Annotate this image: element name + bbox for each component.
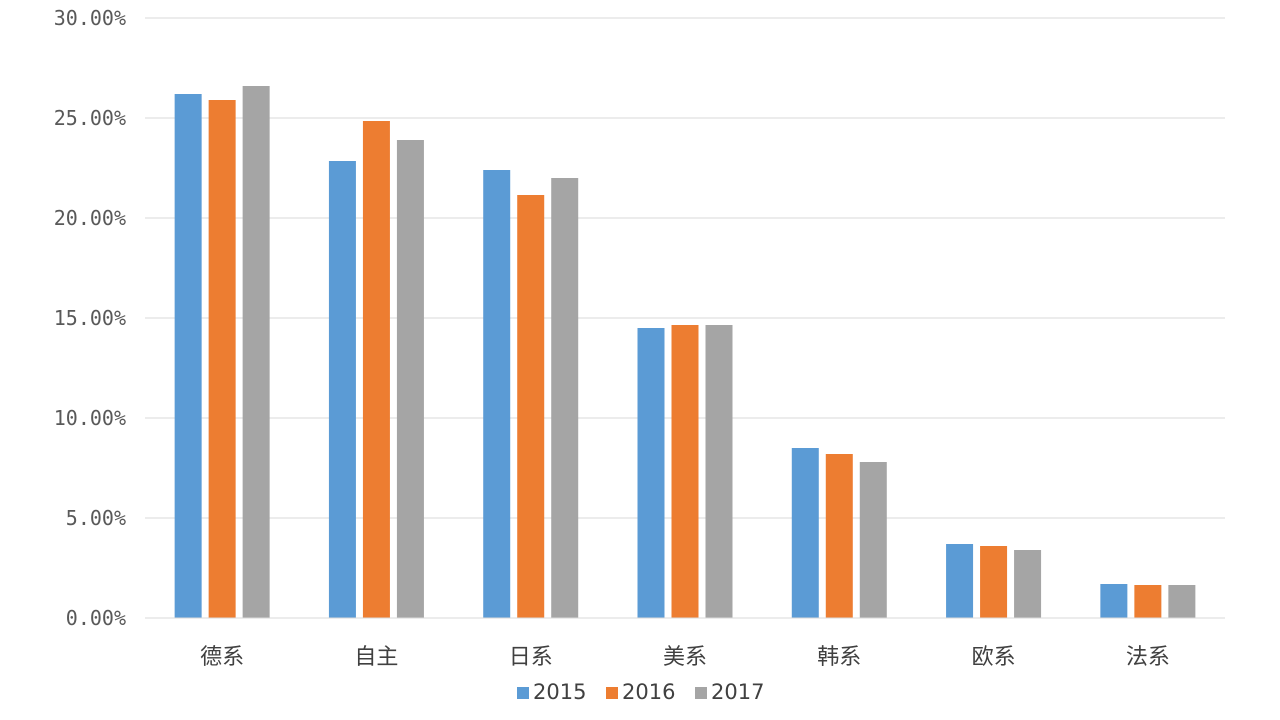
x-tick-label: 日系 [509, 645, 553, 670]
bar-2016-3 [671, 325, 699, 618]
bar-2016-1 [362, 121, 390, 618]
bar-2016-4 [825, 454, 853, 618]
legend-label-2017: 2017 [711, 680, 764, 704]
y-tick-label: 20.00% [54, 206, 126, 230]
bar-2015-2 [483, 170, 511, 618]
y-tick-label: 0.00% [66, 606, 126, 630]
bar-2017-4 [859, 462, 887, 618]
legend-swatch-2015 [517, 687, 529, 699]
bar-2015-3 [637, 328, 665, 618]
legend-label-2016: 2016 [622, 680, 675, 704]
x-tick-label: 美系 [663, 645, 707, 670]
x-tick-label: 自主 [354, 645, 398, 670]
x-tick-label: 德系 [200, 645, 244, 670]
bar-2016-6 [1134, 585, 1162, 618]
bar-2017-5 [1014, 550, 1042, 618]
bars [174, 86, 1196, 618]
bar-2015-1 [328, 161, 356, 618]
bar-2017-3 [705, 325, 733, 618]
bar-2015-5 [946, 544, 974, 618]
legend-swatch-2017 [695, 687, 707, 699]
x-tick-label: 法系 [1126, 645, 1170, 670]
y-tick-label: 15.00% [54, 306, 126, 330]
gridlines [145, 17, 1225, 519]
bar-2015-6 [1100, 584, 1128, 618]
x-tick-label: 韩系 [817, 645, 861, 670]
bar-2017-0 [242, 86, 270, 618]
y-tick-label: 25.00% [54, 106, 126, 130]
x-axis: 德系 自主 日系 美系 韩系 欧系 法系 [200, 645, 1170, 670]
legend-label-2015: 2015 [533, 680, 586, 704]
y-tick-label: 5.00% [66, 506, 126, 530]
bar-2016-0 [208, 100, 236, 618]
bar-2016-2 [517, 195, 545, 618]
bar-2015-4 [791, 448, 819, 618]
bar-2015-0 [174, 94, 202, 618]
bar-2017-1 [396, 140, 424, 618]
bar-2017-6 [1168, 585, 1196, 618]
x-tick-label: 欧系 [972, 645, 1016, 670]
bar-2016-5 [980, 546, 1008, 618]
y-axis: 0.00% 5.00% 10.00% 15.00% 20.00% 25.00% 30.00% [54, 6, 126, 630]
y-tick-label: 30.00% [54, 6, 126, 30]
legend-swatch-2016 [606, 687, 618, 699]
bar-2017-2 [551, 178, 579, 618]
y-tick-label: 10.00% [54, 406, 126, 430]
legend: 2015 2016 2017 [517, 680, 764, 704]
